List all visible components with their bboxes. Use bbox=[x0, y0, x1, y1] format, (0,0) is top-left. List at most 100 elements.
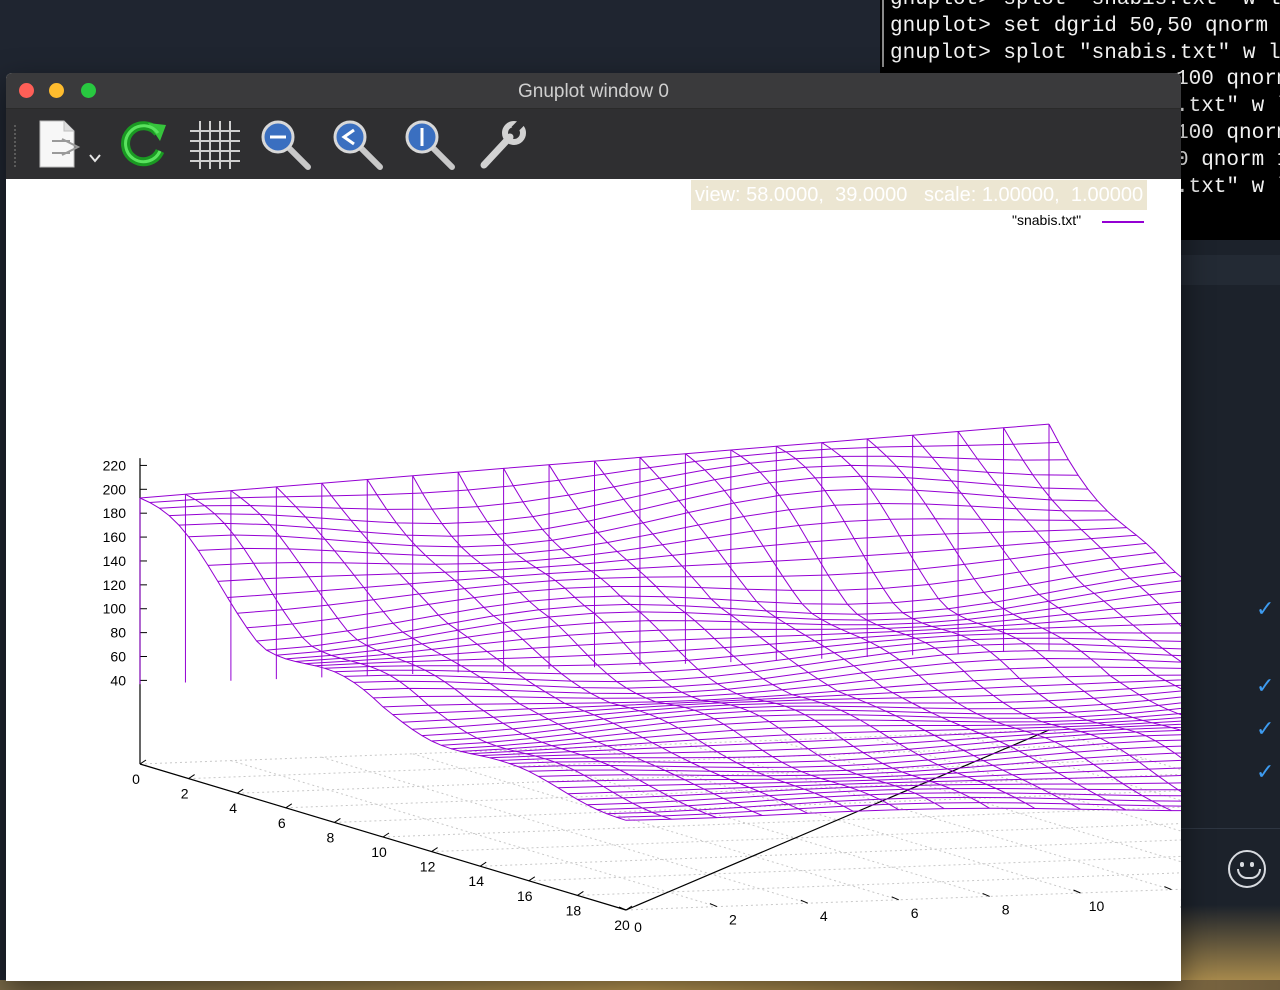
surface-line bbox=[457, 471, 945, 810]
minimize-window-button[interactable] bbox=[49, 83, 64, 98]
zoom-next-icon[interactable] bbox=[402, 117, 458, 173]
surface-line bbox=[149, 441, 1059, 503]
y-tick-label: 10 bbox=[1089, 898, 1105, 914]
x-tick bbox=[479, 861, 487, 867]
x-tick bbox=[236, 788, 244, 794]
base-grid-line bbox=[334, 790, 1181, 823]
plot-area[interactable]: view: 58.0000, 39.0000 scale: 1.00000, 1… bbox=[6, 179, 1181, 981]
base-grid-line bbox=[431, 823, 1181, 853]
grid-icon[interactable] bbox=[186, 117, 242, 173]
terminal-line: gnuplot> splot "snabis.txt" w l bbox=[882, 0, 1280, 14]
checkmark-icon: ✓ bbox=[1256, 760, 1275, 785]
x-tick-label: 0 bbox=[132, 771, 140, 787]
terminal-line: gnuplot> splot "snabis.txt" w l bbox=[882, 40, 1280, 68]
checkmark-icon: ✓ bbox=[1256, 717, 1275, 742]
zoom-previous-icon[interactable] bbox=[330, 117, 386, 173]
background-divider bbox=[1180, 828, 1280, 829]
terminal-fragment: .txt" w l bbox=[1176, 95, 1280, 119]
z-tick-label: 60 bbox=[110, 649, 126, 665]
zoom-out-icon[interactable] bbox=[258, 117, 314, 173]
surface-line bbox=[538, 752, 1181, 777]
settings-wrench-icon[interactable] bbox=[474, 117, 530, 173]
terminal-fragment: .txt" w l bbox=[1176, 175, 1280, 199]
surface-line bbox=[639, 457, 1127, 811]
replot-icon[interactable] bbox=[114, 117, 170, 173]
z-tick-label: 100 bbox=[103, 601, 127, 617]
z-tick-label: 120 bbox=[103, 577, 127, 593]
toolbar-grip bbox=[14, 125, 19, 167]
y-axis-line bbox=[625, 729, 1050, 911]
z-tick-label: 200 bbox=[103, 481, 127, 497]
y-tick bbox=[618, 906, 627, 911]
surface-plot: 0246810121416182002468101214161820406080… bbox=[103, 423, 1181, 935]
surface-line bbox=[1048, 423, 1181, 578]
base-grid-line bbox=[625, 888, 1181, 911]
export-icon[interactable] bbox=[34, 117, 101, 173]
x-tick bbox=[528, 876, 536, 882]
emoji-smiley-icon[interactable] bbox=[1228, 850, 1266, 888]
base-grid-line bbox=[188, 744, 1098, 780]
z-tick-label: 180 bbox=[103, 505, 127, 521]
x-tick bbox=[334, 817, 341, 823]
y-tick bbox=[982, 892, 990, 897]
x-tick-label: 18 bbox=[566, 902, 582, 918]
background-desktop bbox=[1180, 905, 1280, 990]
surface-line bbox=[321, 482, 809, 814]
x-tick-label: 20 bbox=[614, 917, 630, 933]
surface-line bbox=[821, 442, 1181, 731]
surface-line bbox=[276, 486, 763, 816]
x-tick bbox=[382, 832, 390, 838]
surface-line bbox=[685, 453, 1172, 812]
surface-line bbox=[412, 475, 899, 811]
close-window-button[interactable] bbox=[19, 83, 34, 98]
background-app-header bbox=[1180, 255, 1280, 285]
surface-line bbox=[957, 431, 1181, 663]
surface-line bbox=[776, 445, 1181, 759]
base-grid-line bbox=[139, 729, 1050, 765]
surface-line bbox=[139, 497, 627, 821]
x-tick bbox=[625, 905, 633, 911]
surface-line bbox=[548, 464, 1036, 809]
zoom-window-button[interactable] bbox=[81, 83, 96, 98]
surface-line bbox=[866, 438, 1181, 716]
checkmark-icon: ✓ bbox=[1256, 597, 1275, 622]
x-tick bbox=[285, 803, 293, 809]
y-tick bbox=[800, 899, 808, 904]
surface-line bbox=[912, 434, 1181, 690]
x-tick-label: 16 bbox=[517, 888, 533, 904]
x-tick bbox=[139, 759, 147, 765]
window-titlebar[interactable]: Gnuplot window 0 bbox=[6, 73, 1181, 109]
surface-line bbox=[366, 479, 854, 812]
y-tick-label: 0 bbox=[634, 919, 642, 935]
y-tick-label: 12 bbox=[1180, 895, 1181, 911]
terminal-fragment: 100 qnorm bbox=[1176, 121, 1280, 145]
gnuplot-window: Gnuplot window 0 bbox=[6, 73, 1181, 981]
x-tick-label: 2 bbox=[181, 786, 189, 802]
checkmark-icon: ✓ bbox=[1256, 674, 1275, 699]
toolbar bbox=[6, 109, 1181, 180]
x-tick bbox=[577, 890, 584, 896]
x-tick-label: 4 bbox=[229, 800, 237, 816]
x-tick-label: 14 bbox=[468, 873, 484, 889]
x-tick bbox=[188, 774, 195, 780]
y-tick bbox=[709, 903, 718, 908]
desktop-wallpaper-edge bbox=[0, 980, 1280, 990]
x-tick-label: 10 bbox=[371, 844, 387, 860]
x-tick-label: 12 bbox=[420, 859, 436, 875]
z-tick-label: 140 bbox=[103, 553, 127, 569]
base-grid-line bbox=[412, 753, 899, 901]
base-grid-line bbox=[528, 855, 1181, 882]
surface-line bbox=[1003, 427, 1181, 627]
base-grid-line bbox=[503, 749, 990, 897]
surface-line bbox=[730, 449, 1181, 793]
terminal-fragment: 100 qnorm bbox=[1176, 68, 1280, 92]
surface-line bbox=[509, 734, 1181, 764]
z-tick-label: 40 bbox=[110, 672, 126, 688]
surface-line bbox=[230, 490, 718, 819]
terminal-line: gnuplot> set dgrid 50,50 qnorm 1 bbox=[882, 13, 1280, 41]
surface-line bbox=[334, 637, 1181, 675]
surface-line bbox=[594, 460, 1081, 810]
surface-line bbox=[169, 464, 1079, 525]
surface-line bbox=[344, 643, 1181, 683]
x-tick bbox=[431, 847, 438, 853]
